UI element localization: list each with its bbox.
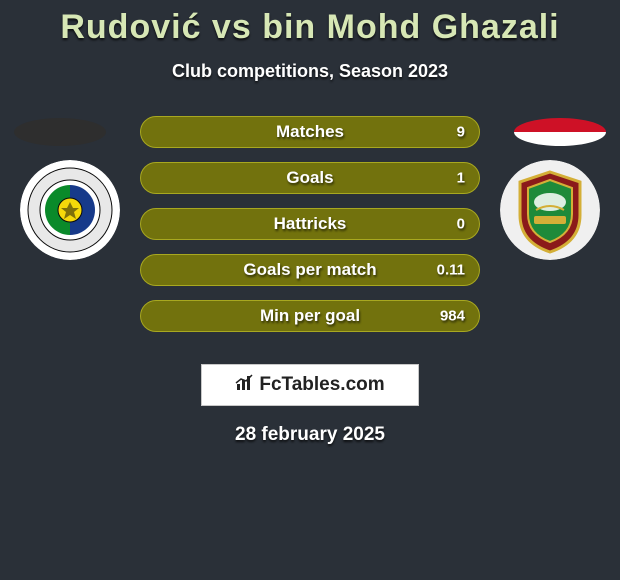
bar-gpm-label: Goals per match xyxy=(243,260,376,280)
club-badge-left-svg xyxy=(20,160,120,260)
bar-goals-label: Goals xyxy=(286,168,333,188)
bar-mpg-label: Min per goal xyxy=(260,306,360,326)
flag-left xyxy=(14,118,106,146)
brand-text: FcTables.com xyxy=(259,374,384,396)
bar-hattricks-label: Hattricks xyxy=(274,214,347,234)
bar-matches-right: 9 xyxy=(457,124,465,141)
page-title: Rudović vs bin Mohd Ghazali xyxy=(0,0,620,47)
bar-gpm: Goals per match 0.11 xyxy=(140,254,480,286)
bar-hattricks-right: 0 xyxy=(457,216,465,233)
club-badge-right-svg xyxy=(500,160,600,260)
club-badge-left xyxy=(20,160,120,260)
bar-gpm-right: 0.11 xyxy=(437,262,465,279)
bar-goals-right: 1 xyxy=(457,170,465,187)
bar-mpg-right: 984 xyxy=(440,308,465,325)
bar-mpg: Min per goal 984 xyxy=(140,300,480,332)
bar-hattricks: Hattricks 0 xyxy=(140,208,480,240)
club-badge-right xyxy=(500,160,600,260)
page-subtitle: Club competitions, Season 2023 xyxy=(0,61,620,82)
bar-matches-label: Matches xyxy=(276,122,344,142)
chart-icon xyxy=(235,374,257,397)
bar-matches: Matches 9 xyxy=(140,116,480,148)
date-text: 28 february 2025 xyxy=(0,424,620,446)
flag-right xyxy=(514,118,606,146)
bar-goals: Goals 1 xyxy=(140,162,480,194)
brand-box[interactable]: FcTables.com xyxy=(201,364,419,406)
stat-bars: Matches 9 Goals 1 Hattricks 0 Goals per … xyxy=(140,116,480,346)
comparison-arena: Matches 9 Goals 1 Hattricks 0 Goals per … xyxy=(0,110,620,350)
